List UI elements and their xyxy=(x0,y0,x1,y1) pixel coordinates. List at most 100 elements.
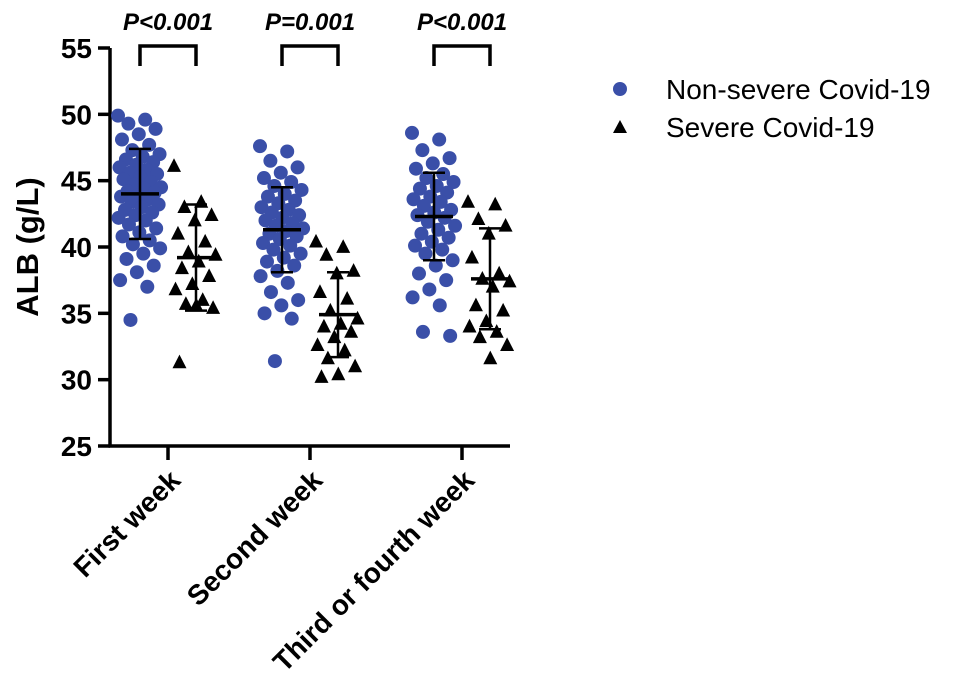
data-point-non-severe xyxy=(257,306,272,321)
data-point-non-severe xyxy=(405,290,420,305)
data-point-severe xyxy=(496,302,511,317)
data-point-non-severe xyxy=(280,275,295,290)
data-point-non-severe xyxy=(411,266,426,281)
data-point-non-severe xyxy=(443,328,458,343)
x-category-label: First week xyxy=(67,464,186,583)
data-point-non-severe xyxy=(113,273,128,288)
data-point-non-severe xyxy=(263,285,278,300)
data-point-non-severe xyxy=(448,218,463,233)
data-point-severe xyxy=(202,268,217,283)
axes: 25 30 35 40 45 50 55 ALB (g/L) First weekSecond … xyxy=(10,33,510,678)
data-point-severe xyxy=(319,247,334,261)
data-point-non-severe xyxy=(272,232,287,247)
data-point-non-severe xyxy=(125,237,140,252)
data-point-non-severe xyxy=(258,213,273,228)
data-point-non-severe xyxy=(415,324,430,339)
data-point-severe xyxy=(181,244,196,259)
data-point-non-severe xyxy=(136,246,151,261)
data-point-non-severe xyxy=(446,174,461,189)
data-point-severe xyxy=(336,239,351,253)
data-point-severe xyxy=(350,310,365,325)
data-point-severe xyxy=(483,350,498,365)
data-point-severe xyxy=(316,318,331,333)
data-point-non-severe xyxy=(253,139,267,154)
data-point-non-severe xyxy=(284,311,299,326)
data-point-non-severe xyxy=(274,298,289,313)
data-point-non-severe xyxy=(138,213,153,228)
data-point-severe xyxy=(462,318,477,333)
y-tick-label: 45 xyxy=(61,166,92,197)
data-point-severe xyxy=(309,233,323,248)
data-point-non-severe xyxy=(263,153,278,168)
data-point-non-severe xyxy=(115,229,130,244)
data-point-non-severe xyxy=(153,241,168,256)
data-point-non-severe xyxy=(293,246,308,261)
data-point-non-severe xyxy=(291,293,306,308)
p-value-label: P=0.001 xyxy=(265,9,355,36)
legend: Non-severe Covid-19 Severe Covid-19 xyxy=(613,74,931,143)
data-point-severe xyxy=(172,354,187,369)
data-point-severe xyxy=(206,300,221,314)
data-point-non-severe xyxy=(422,282,437,297)
y-tick-label: 40 xyxy=(61,232,92,263)
data-point-non-severe xyxy=(259,254,274,269)
data-point-non-severe xyxy=(123,312,138,327)
data-point-severe xyxy=(348,358,363,373)
data-point-non-severe xyxy=(121,116,136,131)
data-point-severe xyxy=(167,158,181,172)
data-point-non-severe xyxy=(428,258,443,273)
data-point-non-severe xyxy=(284,174,299,189)
data-point-severe xyxy=(198,233,213,248)
data-point-severe xyxy=(168,281,183,296)
data-point-severe xyxy=(461,194,475,208)
data-point-non-severe xyxy=(140,279,155,294)
data-point-non-severe xyxy=(116,172,131,187)
data-point-severe xyxy=(500,337,515,352)
p-value-label: P<0.001 xyxy=(123,9,213,36)
y-tick-label: 30 xyxy=(61,365,92,396)
data-point-non-severe xyxy=(290,160,305,175)
significance-bracket xyxy=(138,44,198,66)
data-point-non-severe xyxy=(256,236,271,251)
data-point-non-severe xyxy=(142,233,157,248)
data-point-non-severe xyxy=(149,221,164,236)
data-point-severe xyxy=(492,265,507,280)
data-point-non-severe xyxy=(131,127,146,142)
data-point-non-severe xyxy=(266,242,281,257)
data-point-severe xyxy=(314,369,329,383)
data-point-severe xyxy=(312,284,327,298)
data-point-non-severe xyxy=(260,189,275,204)
data-point-non-severe xyxy=(435,242,450,257)
data-point-severe xyxy=(204,207,219,222)
data-point-non-severe xyxy=(111,210,126,225)
data-point-non-severe xyxy=(425,156,440,171)
data-point-non-severe xyxy=(420,214,435,229)
legend-label-non-severe: Non-severe Covid-19 xyxy=(666,74,931,105)
data-point-severe xyxy=(498,217,513,232)
data-point-non-severe xyxy=(280,144,295,159)
significance-bracket xyxy=(432,44,492,66)
data-point-non-severe xyxy=(253,269,268,284)
data-point-non-severe xyxy=(433,194,448,209)
data-point-non-severe xyxy=(112,160,127,175)
data-point-non-severe xyxy=(254,200,269,215)
data-point-severe xyxy=(174,260,189,275)
data-point-non-severe xyxy=(405,125,419,140)
legend-label-severe: Severe Covid-19 xyxy=(666,112,875,143)
data-point-severe xyxy=(331,366,346,381)
data-point-severe xyxy=(488,196,503,211)
data-point-non-severe xyxy=(287,258,302,273)
significance-bracket xyxy=(280,44,340,66)
data-point-non-severe xyxy=(442,151,457,166)
data-point-non-severe xyxy=(412,181,427,196)
data-point-non-severe xyxy=(111,108,125,123)
data-points xyxy=(111,108,517,383)
data-point-severe xyxy=(177,199,192,214)
data-point-severe xyxy=(468,297,483,312)
data-point-severe xyxy=(464,249,479,264)
data-point-severe xyxy=(502,273,517,288)
data-point-non-severe xyxy=(283,238,298,253)
legend-marker-non-severe xyxy=(613,82,627,96)
